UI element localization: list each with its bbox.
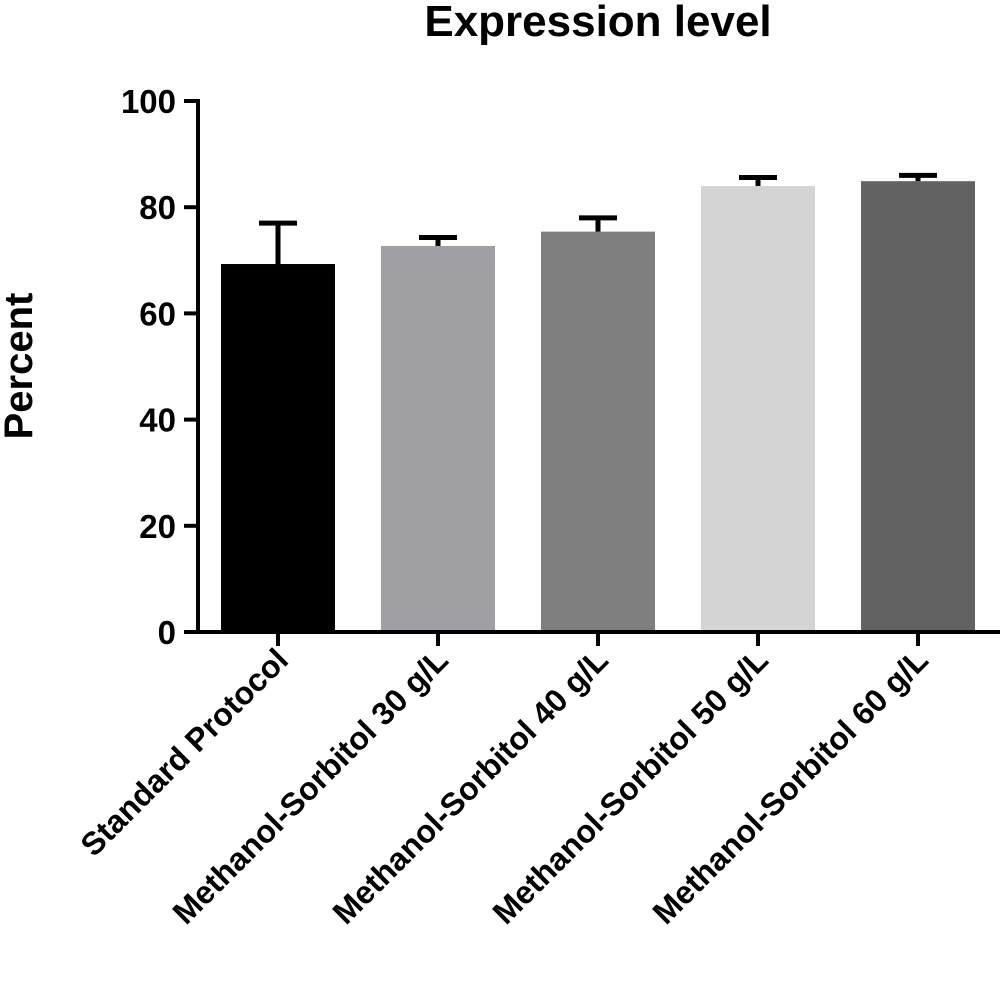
y-axis: 0 20 40 60 80 100 <box>121 83 200 651</box>
bar <box>861 181 975 632</box>
x-category-label: Methanol-Sorbitol 30 g/L <box>166 641 455 930</box>
bars-group <box>221 172 975 632</box>
y-tick-label: 20 <box>139 508 176 545</box>
bar <box>381 245 495 632</box>
y-tick-label: 0 <box>158 614 176 651</box>
x-category-label: Methanol-Sorbitol 60 g/L <box>646 641 935 930</box>
bar <box>221 264 335 632</box>
x-category-label: Methanol-Sorbitol 50 g/L <box>486 641 775 930</box>
y-tick-label: 80 <box>139 189 176 226</box>
x-category-label: Methanol-Sorbitol 40 g/L <box>326 641 615 930</box>
y-tick-label: 60 <box>139 295 176 332</box>
y-axis-label: Percent <box>0 293 41 440</box>
bar <box>701 185 815 632</box>
bar <box>541 231 655 632</box>
chart-title: Expression level <box>424 0 771 46</box>
y-tick-label: 100 <box>121 83 176 120</box>
y-tick-label: 40 <box>139 402 176 439</box>
